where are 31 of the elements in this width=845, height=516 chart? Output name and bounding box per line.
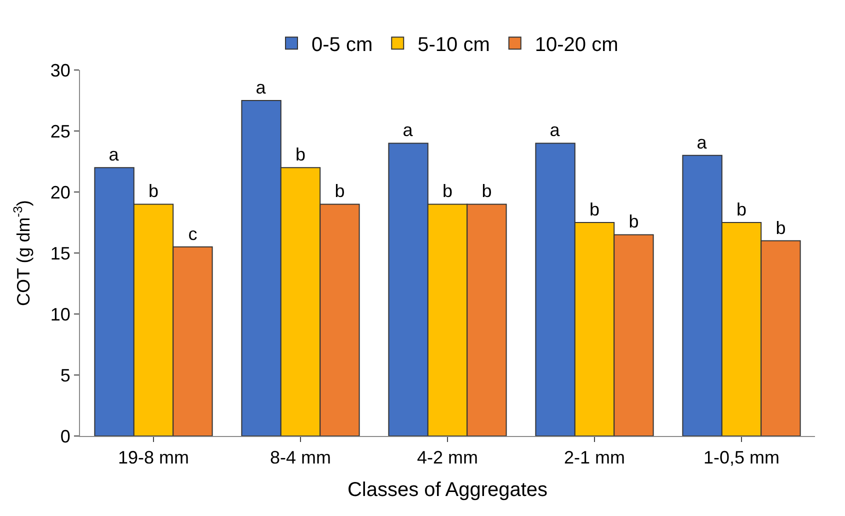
data-label: a	[402, 120, 414, 140]
data-label: b	[482, 181, 492, 202]
data-label: b	[295, 144, 306, 165]
data-label: a	[696, 132, 708, 152]
data-label: a	[108, 144, 120, 165]
data-label: b	[589, 200, 600, 220]
y-tick-label: 20	[50, 182, 70, 202]
y-tick-label: 30	[50, 60, 70, 80]
y-tick-label: 10	[50, 304, 70, 324]
legend-label: 10-20 cm	[534, 34, 618, 56]
data-label: b	[442, 181, 453, 202]
data-label: c	[188, 224, 198, 244]
legend-label: 5-10 cm	[418, 34, 490, 56]
x-tick-label: 4-2 mm	[416, 448, 478, 468]
x-tick-label: 19-8 mm	[118, 448, 190, 468]
x-tick-label: 8-4 mm	[270, 448, 332, 468]
y-tick-label: 25	[50, 121, 70, 142]
y-tick-label: 15	[50, 243, 70, 264]
x-tick-label: 2-1 mm	[564, 448, 626, 468]
legend-label: 0-5 cm	[312, 34, 373, 56]
x-axis-title: Classes of Aggregates	[347, 479, 548, 502]
y-tick-label: 5	[60, 365, 70, 386]
data-label: b	[334, 181, 345, 202]
data-label: a	[256, 78, 267, 98]
data-label: b	[148, 181, 159, 202]
x-tick-label: 1-0,5 mm	[703, 448, 780, 468]
data-label: b	[628, 212, 639, 232]
data-label: b	[776, 218, 786, 238]
y-tick-label: 0	[60, 426, 70, 446]
data-label: b	[736, 200, 747, 220]
data-label: a	[550, 120, 561, 140]
